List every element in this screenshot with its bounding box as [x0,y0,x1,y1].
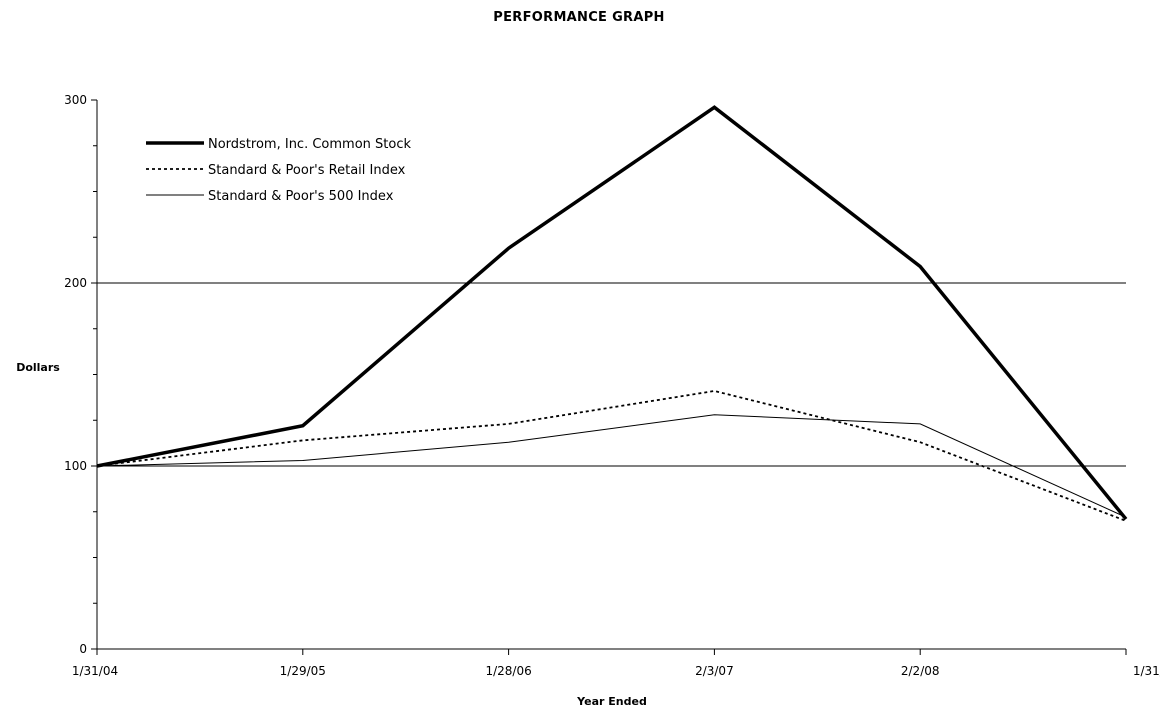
y-tick-labels: 0 100 200 300 [64,93,87,656]
y-tick-label-0: 0 [79,642,87,656]
axes [91,99,1127,655]
series-line-0 [96,105,1128,521]
y-tick-label-200: 200 [64,276,87,290]
gridlines [97,282,1126,467]
x-tick-labels: 1/31/04 1/29/05 1/28/06 2/3/07 2/2/08 1/31/09 [72,664,1160,678]
legend-label-0: Nordstrom, Inc. Common Stock [208,137,411,152]
x-axis-title: Year Ended [576,695,647,708]
y-axis-title: Dollars [16,361,60,374]
chart-title: PERFORMANCE GRAPH [493,10,664,25]
series-lines [96,105,1128,522]
x-tick-label-2: 1/28/06 [485,664,531,678]
x-tick-label-0: 1/31/04 [72,664,118,678]
x-tick-label-3: 2/3/07 [695,664,734,678]
x-tick-label-4: 2/2/08 [901,664,940,678]
y-tick-label-100: 100 [64,459,87,473]
legend-label-2: Standard & Poor's 500 Index [208,189,394,204]
y-tick-label-300: 300 [64,93,87,107]
x-tick-label-5: 1/31/09 [1133,664,1160,678]
series-line-2 [96,414,1127,518]
series-line-1 [96,390,1127,522]
legend-label-1: Standard & Poor's Retail Index [208,163,406,178]
legend: Nordstrom, Inc. Common Stock Standard & P… [146,137,411,204]
x-tick-label-1: 1/29/05 [280,664,326,678]
